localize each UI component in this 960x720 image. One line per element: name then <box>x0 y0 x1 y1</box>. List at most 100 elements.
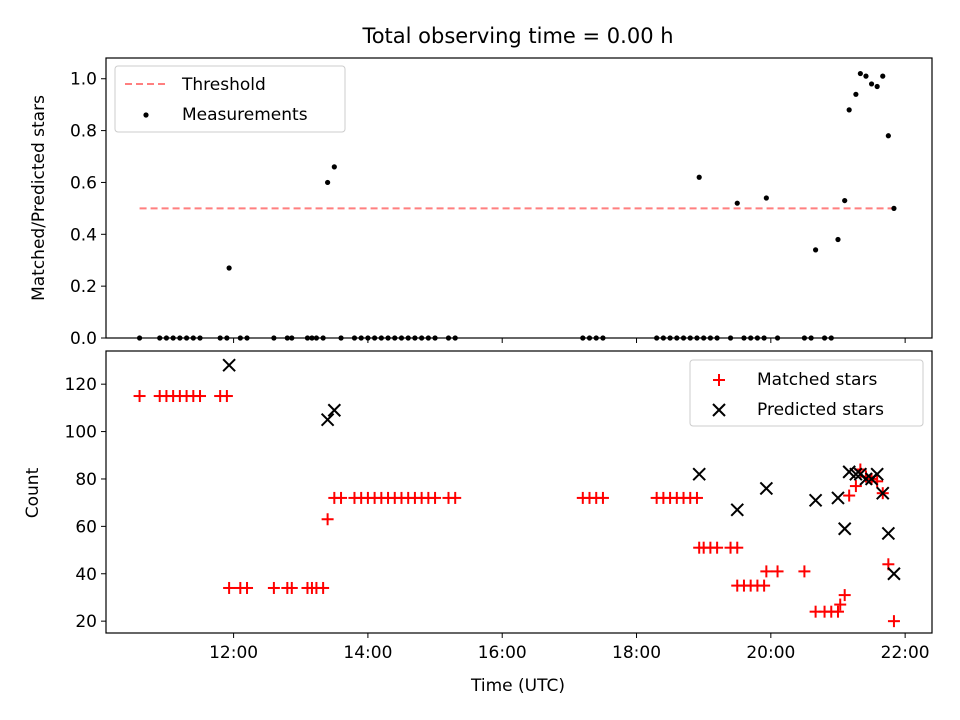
measurement-point <box>885 133 891 139</box>
ratio-y-ticks: 0.0 0.2 0.4 0.6 0.8 1.0 <box>70 70 106 349</box>
count-axes-frame <box>105 350 933 634</box>
predicted-point <box>692 467 706 481</box>
matched-point <box>849 480 862 493</box>
y-tick-label: 20 <box>75 612 97 632</box>
y-tick-label: 0.4 <box>70 225 97 245</box>
matched-point <box>711 541 724 554</box>
predicted-point <box>320 413 335 427</box>
matched-point <box>596 491 609 504</box>
legend-measurements-marker <box>143 112 149 118</box>
predicted-point <box>849 467 863 481</box>
matched-point <box>335 491 348 504</box>
legend-matched-label: Matched stars <box>757 370 877 390</box>
predicted-point <box>870 467 884 481</box>
predicted-point <box>837 522 852 536</box>
matched-point <box>285 581 298 594</box>
count-panel: 12:00 14:00 16:00 18:00 20:00 22:00 20 40 60 80 1… <box>23 350 933 696</box>
matched-point <box>831 605 844 618</box>
matched-point <box>241 581 254 594</box>
y-tick-label: 40 <box>75 565 97 585</box>
predicted-point <box>808 493 823 508</box>
matched-point <box>731 541 744 554</box>
ratio-legend-box <box>114 65 346 133</box>
legend-threshold-label: Threshold <box>181 75 266 95</box>
y-tick-label: 1.0 <box>70 70 97 90</box>
ratio-panel: 0.0 0.2 0.4 0.6 0.8 1.0 Matched/Predicted sta… <box>29 57 933 349</box>
matched-point <box>760 565 773 578</box>
matched-point <box>220 390 233 403</box>
x-tick-label: 20:00 <box>746 643 795 663</box>
matched-point <box>321 513 334 526</box>
ratio-x-ticks <box>233 338 906 343</box>
ratio-legend: Threshold Measurements <box>114 65 346 133</box>
x-tick-label: 22:00 <box>881 643 930 663</box>
count-legend: Matched stars Predicted stars <box>689 359 924 427</box>
x-axis-label: Time (UTC) <box>470 676 565 696</box>
predicted-point <box>759 481 774 496</box>
matched-point <box>223 581 236 594</box>
measurement-point <box>763 195 769 201</box>
measurement-point <box>331 164 337 170</box>
predicted-point <box>881 526 896 541</box>
matched-point <box>449 491 462 504</box>
count-y-ticks: 20 40 60 80 100 120 <box>65 375 106 632</box>
count-plot-area <box>133 358 901 628</box>
matched-point <box>771 565 784 578</box>
predicted-point <box>327 403 342 417</box>
y-tick-label: 0.8 <box>70 122 97 142</box>
matched-point <box>267 581 280 594</box>
x-tick-label: 18:00 <box>612 643 661 663</box>
measurement-point <box>325 179 331 186</box>
matched-point <box>317 581 330 594</box>
chart-title: Total observing time = 0.00 h <box>361 24 673 48</box>
matched-point <box>133 390 146 403</box>
y-tick-label: 0.2 <box>70 277 97 297</box>
count-legend-box <box>689 359 924 427</box>
measurement-point <box>868 81 875 87</box>
matched-point <box>429 491 442 504</box>
measurement-point <box>863 73 869 79</box>
matched-point <box>838 589 851 602</box>
x-tick-label: 14:00 <box>343 643 392 663</box>
count-x-ticks: 12:00 14:00 16:00 18:00 20:00 22:00 <box>209 633 930 663</box>
measurement-point <box>835 236 841 243</box>
y-tick-label: 0.6 <box>70 173 97 193</box>
y-tick-label: 0.0 <box>70 329 97 349</box>
measurement-point <box>812 247 819 253</box>
measurement-point <box>874 83 880 90</box>
ratio-axes-frame <box>105 57 933 339</box>
matched-point <box>690 491 703 504</box>
measurement-point <box>226 265 232 271</box>
matched-point <box>798 565 811 578</box>
measurement-point <box>696 174 702 180</box>
measurement-point <box>842 197 848 204</box>
legend-predicted-label: Predicted stars <box>757 400 884 420</box>
predicted-point <box>831 491 845 505</box>
predicted-point <box>859 472 873 486</box>
predicted-point <box>222 358 236 372</box>
measurement-point <box>846 107 852 113</box>
x-tick-label: 16:00 <box>478 643 527 663</box>
y-tick-label: 80 <box>75 470 97 490</box>
legend-matched-marker <box>713 374 725 386</box>
measurement-point <box>734 200 740 206</box>
legend-measurements-label: Measurements <box>182 105 308 125</box>
y-tick-label: 60 <box>75 517 97 537</box>
measurement-point <box>880 73 886 79</box>
y-tick-label: 100 <box>65 423 97 443</box>
predicted-point <box>876 486 890 500</box>
measurement-point <box>891 205 897 211</box>
ratio-y-axis-label: Matched/Predicted stars <box>29 95 49 301</box>
measurement-point <box>853 91 859 97</box>
predicted-point <box>730 503 744 517</box>
matched-point <box>843 489 856 502</box>
matched-point <box>758 579 771 592</box>
y-tick-label: 120 <box>65 375 97 395</box>
matched-point <box>834 598 847 611</box>
count-y-axis-label: Count <box>23 467 43 518</box>
legend-predicted-marker <box>712 403 726 417</box>
measurement-point <box>857 70 863 77</box>
matched-point <box>194 390 207 403</box>
x-tick-label: 12:00 <box>209 643 258 663</box>
